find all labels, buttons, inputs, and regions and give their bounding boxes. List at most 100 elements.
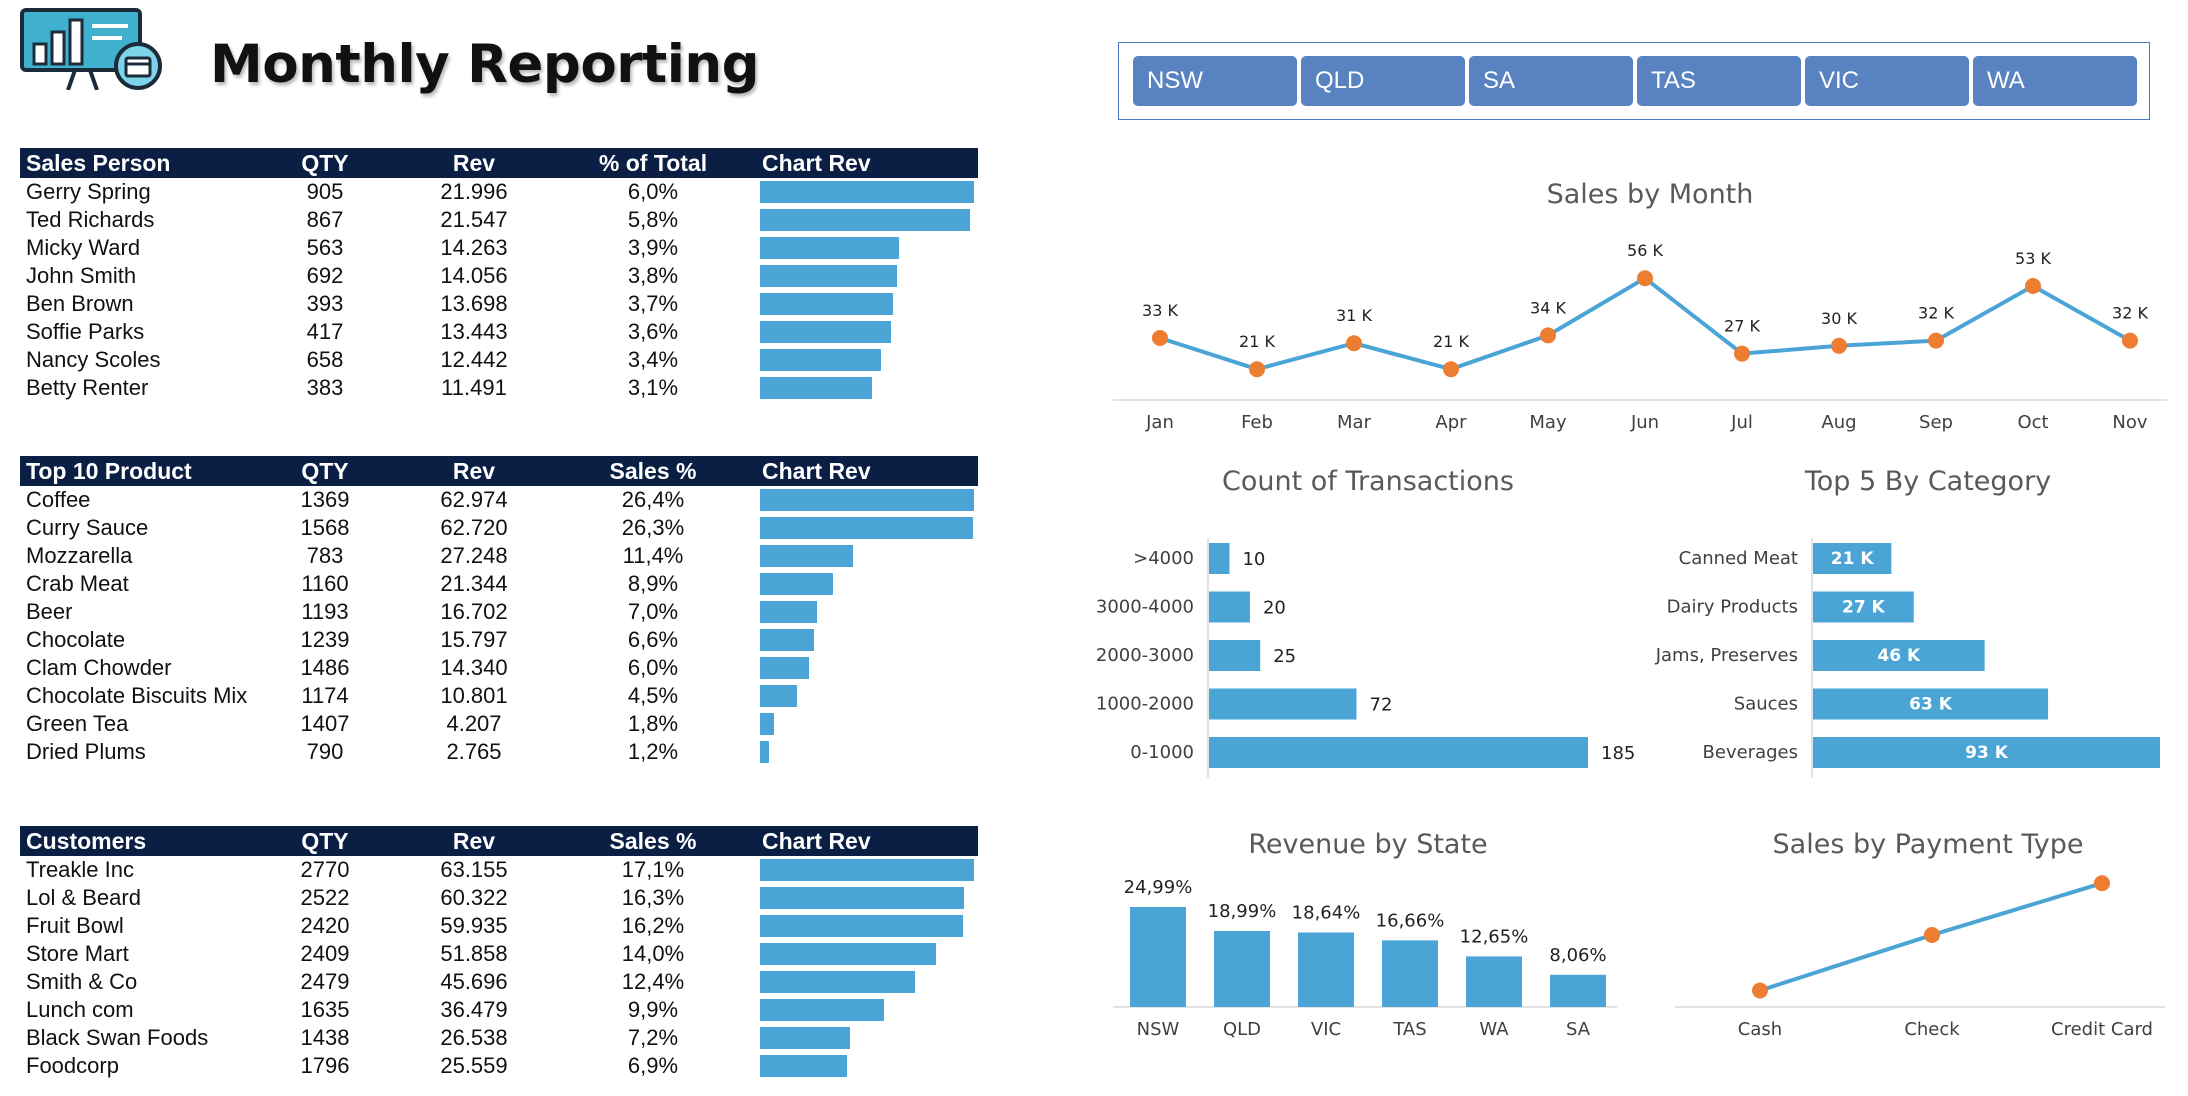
name-cell: Smith & Co	[26, 969, 138, 994]
x-tick-label: Credit Card	[2051, 1019, 2153, 1040]
y-tick-label: Sauces	[1734, 694, 1798, 715]
table-row: Ted Richards 867 21.547 5,8%	[20, 206, 978, 234]
pct-cell: 3,8%	[627, 263, 679, 288]
rev-cell: 59.935	[440, 913, 508, 938]
state-slicer: NSW QLD SA TAS VIC WA	[1118, 42, 2150, 120]
rev-cell: 21.996	[440, 179, 508, 204]
data-label: 20	[1263, 598, 1286, 619]
data-label: 21 K	[1239, 332, 1275, 351]
data-label: 25	[1273, 646, 1296, 667]
qty-cell: 1568	[300, 515, 350, 540]
table-row: Store Mart 2409 51.858 14,0%	[20, 940, 978, 968]
qty-cell: 1174	[301, 683, 349, 708]
qty-cell: 2479	[300, 969, 350, 994]
qty-cell: 563	[306, 235, 344, 260]
pct-cell: 6,0%	[627, 655, 679, 680]
bar	[1813, 688, 2049, 720]
column-header: Chart Rev	[762, 458, 871, 484]
data-label: 72	[1370, 695, 1393, 716]
name-cell: Ted Richards	[26, 207, 155, 232]
x-tick-label: WA	[1479, 1019, 1509, 1040]
data-point	[1924, 927, 1940, 943]
pct-cell: 7,0%	[627, 599, 679, 624]
table-row: Lunch com 1635 36.479 9,9%	[20, 996, 978, 1024]
table-row: Nancy Scoles 658 12.442 3,4%	[20, 346, 978, 374]
slicer-button-wa[interactable]: WA	[1973, 56, 2137, 106]
bar	[1209, 640, 1261, 671]
pct-cell: 7,2%	[627, 1025, 679, 1050]
rev-bar	[760, 971, 915, 993]
data-label: 10	[1242, 549, 1265, 570]
rev-bar	[760, 1055, 847, 1077]
rev-cell: 45.696	[440, 969, 508, 994]
bar	[1209, 591, 1250, 623]
qty-cell: 1796	[300, 1053, 350, 1078]
data-label: 16,66%	[1376, 910, 1445, 931]
data-point	[2025, 278, 2041, 294]
rev-bar	[760, 915, 964, 937]
rev-cell: 36.479	[440, 997, 508, 1022]
slicer-button-tas[interactable]: TAS	[1637, 56, 1801, 106]
data-label: 63 K	[1909, 695, 1953, 715]
data-point	[1928, 332, 1944, 349]
bar	[1466, 956, 1522, 1007]
chart-title: Sales by Payment Type	[1773, 829, 2084, 860]
table-row: Chocolate 1239 15.797 6,6%	[20, 626, 978, 654]
pct-cell: 4,5%	[627, 683, 679, 708]
rev-bar	[760, 685, 797, 707]
x-tick-label: TAS	[1392, 1019, 1426, 1040]
y-tick-label: Jams, Preserves	[1655, 645, 1798, 666]
column-header: Rev	[452, 150, 496, 176]
pct-cell: 6,6%	[627, 627, 679, 652]
rev-bar	[760, 887, 965, 909]
data-label: 46 K	[1877, 646, 1921, 666]
rev-cell: 13.698	[440, 291, 508, 316]
data-point	[1831, 337, 1847, 354]
data-label: 53 K	[2015, 249, 2051, 268]
top-products-header: Top 10 Product QTY Rev Sales % Chart Rev	[20, 456, 978, 486]
table-row: Chocolate Biscuits Mix 1174 10.801 4,5%	[20, 682, 978, 710]
data-point	[1249, 361, 1265, 378]
rev-bar	[760, 601, 817, 623]
x-tick-label: NSW	[1137, 1019, 1180, 1040]
rev-cell: 2.765	[446, 739, 502, 764]
data-point	[1637, 270, 1653, 287]
pct-cell: 11,4%	[622, 543, 684, 568]
x-tick-label: Apr	[1435, 412, 1467, 433]
qty-cell: 1193	[301, 599, 349, 624]
page-title: Monthly Reporting	[210, 34, 760, 95]
rev-cell: 14.056	[440, 263, 508, 288]
rev-cell: 63.155	[440, 857, 508, 882]
x-tick-label: Oct	[2017, 412, 2048, 433]
slicer-button-nsw[interactable]: NSW	[1133, 56, 1297, 106]
count-of-transactions-chart: Count of Transactions >4000 10 3000-4000 20…	[1096, 466, 1635, 778]
data-label: 93 K	[1965, 743, 2009, 763]
column-header: Rev	[452, 458, 496, 484]
slicer-button-sa[interactable]: SA	[1469, 56, 1633, 106]
slicer-button-vic[interactable]: VIC	[1805, 56, 1969, 106]
bar	[1550, 974, 1606, 1007]
bar	[1382, 940, 1438, 1007]
data-label: 56 K	[1627, 241, 1663, 260]
y-tick-label: 1000-2000	[1096, 694, 1194, 715]
column-header: QTY	[301, 828, 349, 854]
pct-cell: 14,0%	[621, 941, 685, 966]
table-row: Beer 1193 16.702 7,0%	[20, 598, 978, 626]
rev-bar	[760, 377, 872, 399]
series-line	[1159, 275, 2131, 372]
pct-cell: 12,4%	[621, 969, 685, 994]
bar	[1813, 543, 1892, 574]
bar	[1209, 543, 1230, 574]
qty-cell: 2770	[300, 857, 350, 882]
y-tick-label: 3000-4000	[1096, 597, 1194, 618]
data-label: 27 K	[1842, 598, 1886, 618]
rev-bar	[760, 349, 882, 371]
bar	[1209, 737, 1588, 768]
data-label: 18,99%	[1208, 901, 1277, 922]
qty-cell: 1160	[301, 571, 349, 596]
data-point	[2122, 332, 2138, 349]
table-row: Gerry Spring 905 21.996 6,0%	[20, 178, 978, 206]
slicer-button-qld[interactable]: QLD	[1301, 56, 1465, 106]
rev-cell: 4.207	[446, 711, 502, 736]
bar	[1214, 931, 1270, 1007]
